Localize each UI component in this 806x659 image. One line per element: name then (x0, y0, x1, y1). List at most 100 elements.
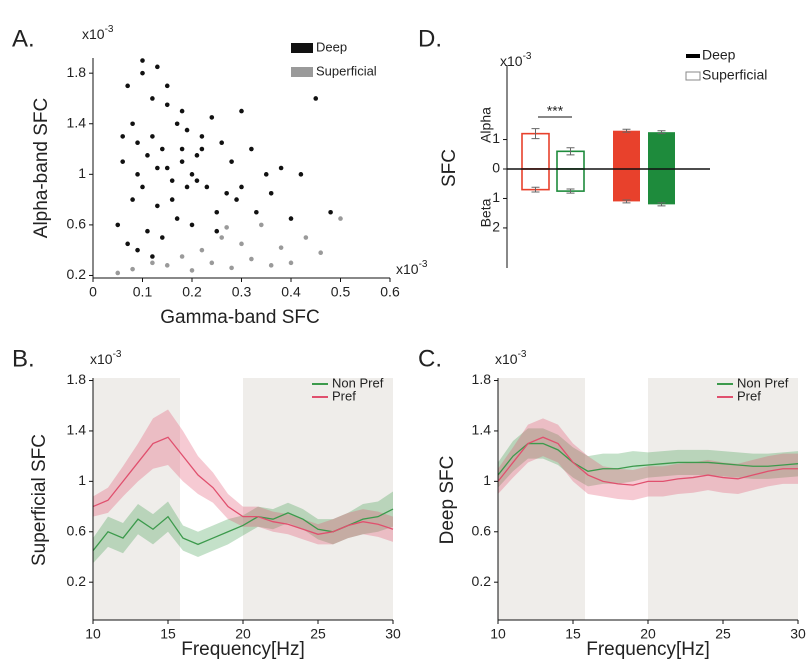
scatter-point (130, 266, 135, 272)
axis-multiplier: x10-3 (396, 259, 428, 277)
scatter-point (254, 209, 259, 215)
panel-label: B. (12, 345, 35, 372)
legend-label: Non Pref (332, 375, 384, 390)
scatter-point (120, 159, 125, 164)
y-tick-label: 1.8 (67, 64, 87, 80)
legend-label: Deep (316, 39, 347, 54)
scatter-point (249, 256, 254, 262)
scatter-point (140, 70, 145, 76)
y-axis-label: Alpha-band SFC (31, 98, 52, 238)
scatter-point (155, 64, 160, 70)
scatter-point (120, 134, 125, 139)
error-bar (566, 188, 575, 194)
scatter-point (115, 222, 121, 228)
y-tick-label: 1.4 (67, 114, 87, 130)
scatter-point (328, 209, 333, 215)
bar (648, 169, 675, 205)
x-axis-label: Gamma-band SFC (160, 307, 319, 328)
y-tick-label: 1 (492, 189, 500, 205)
scatter-point (209, 260, 215, 266)
scatter-point (199, 247, 205, 253)
scatter-point (155, 203, 160, 209)
scatter-point (164, 83, 170, 89)
series-line (497, 436, 798, 486)
x-tick-label: 25 (310, 626, 326, 642)
scatter-point (184, 127, 190, 133)
legend-label: Pref (737, 388, 761, 403)
y-tick-label: 1.8 (67, 371, 87, 387)
shaded-region (498, 378, 585, 620)
error-bar (566, 147, 575, 156)
scatter-point (338, 216, 343, 221)
scatter-point (189, 172, 195, 177)
panel-label: C. (418, 345, 442, 372)
y-axis-label: Superficial SFC (29, 434, 50, 566)
scatter-point (219, 235, 224, 240)
x-tick-label: 20 (640, 626, 656, 642)
scatter-point (268, 263, 274, 268)
scatter-point (278, 165, 284, 171)
scatter-point (288, 216, 294, 221)
scatter-point (278, 245, 284, 250)
y-tick-label: 0 (492, 160, 500, 176)
scatter-point (150, 260, 155, 266)
x-tick-label: 0.3 (232, 284, 252, 300)
legend-label: Pref (332, 388, 356, 403)
scatter-point (174, 216, 180, 221)
scatter-point (229, 159, 234, 164)
scatter-point (135, 247, 140, 253)
bar (613, 130, 640, 170)
x-axis-label: Frequency[Hz] (181, 639, 305, 659)
x-tick-label: 25 (715, 626, 731, 642)
scatter-point (313, 96, 319, 101)
scatter-point (224, 190, 229, 196)
error-bar (657, 130, 666, 135)
x-tick-label: 0.4 (281, 284, 301, 300)
multiplier-power: -3 (419, 259, 428, 270)
axis-multiplier: x10-3 (495, 349, 527, 367)
scatter-point (125, 83, 130, 89)
error-band (498, 418, 798, 501)
y-tick-label: 0.2 (67, 573, 87, 589)
scatter-point (214, 209, 220, 215)
scatter-point (169, 197, 175, 202)
scatter-point (155, 165, 160, 171)
error-band (498, 428, 798, 488)
scatter-point (164, 263, 170, 268)
scatter-point (135, 140, 140, 146)
scatter-point (115, 270, 121, 276)
error-band (93, 491, 393, 564)
scatter-point (164, 102, 170, 108)
legend-label: Non Pref (737, 375, 789, 390)
error-bar (657, 202, 666, 207)
scatter-point (239, 108, 244, 114)
scatter-point (140, 58, 145, 63)
axis-multiplier: x10-3 (90, 349, 122, 367)
scatter-point (179, 254, 185, 259)
x-tick-label: 10 (85, 626, 101, 642)
scatter-point (160, 235, 165, 240)
multiplier-power: -3 (518, 349, 527, 360)
legend-swatch (685, 71, 701, 81)
legend-swatch (291, 43, 313, 53)
axis-multiplier: x10-3 (500, 51, 532, 69)
y-tick-label: 1 (483, 472, 491, 488)
scatter-point (239, 241, 244, 247)
scatter-point (259, 222, 264, 228)
axis-multiplier: x10-3 (82, 24, 114, 42)
y-tick-label: 1.4 (472, 422, 492, 438)
y-tick-label: 1 (78, 472, 86, 488)
scatter-point (179, 108, 185, 114)
y-tick-label: 1.4 (67, 422, 87, 438)
significance: *** (547, 103, 564, 119)
scatter-point (169, 178, 175, 183)
x-tick-label: 20 (235, 626, 251, 642)
y-tick-label: 1.8 (472, 371, 492, 387)
beta-label: Beta (478, 198, 494, 227)
y-tick-label: 0.6 (472, 522, 492, 538)
scatter-point (174, 121, 180, 127)
x-tick-label: 15 (160, 626, 176, 642)
multiplier-base: x10 (90, 351, 113, 367)
multiplier-base: x10 (500, 53, 523, 69)
scatter-point (160, 146, 165, 152)
